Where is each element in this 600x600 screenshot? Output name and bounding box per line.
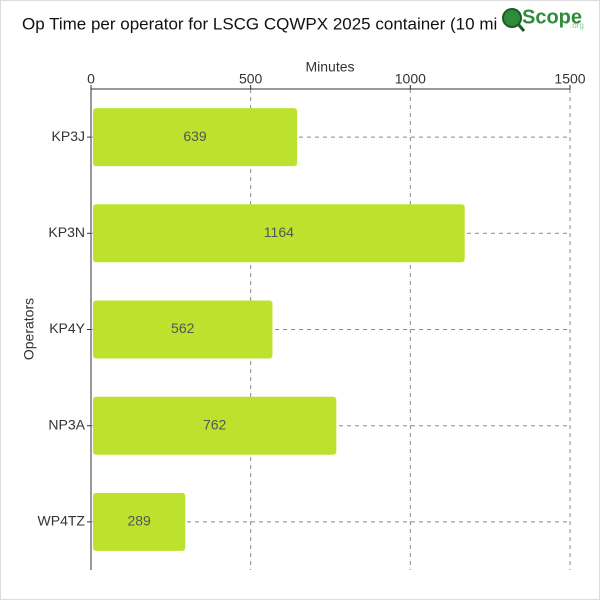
value-label: 562 (171, 320, 195, 336)
value-label: 289 (127, 513, 151, 529)
x-tick-label: 1500 (554, 71, 585, 87)
logo-icon (502, 8, 522, 28)
bar (93, 300, 273, 359)
bar (93, 492, 186, 551)
x-tick-label: 1000 (395, 71, 426, 87)
value-label: 1164 (264, 224, 294, 240)
x-tick-label: 500 (239, 71, 263, 87)
y-tick-label: KP4Y (49, 320, 85, 336)
logo: Scope .org (498, 4, 594, 36)
bar (93, 108, 298, 167)
y-tick-label: NP3A (48, 416, 85, 432)
logo-text: Scope (522, 6, 582, 28)
value-label: 639 (183, 128, 207, 144)
y-tick-label: WP4TZ (38, 513, 86, 529)
bar (93, 204, 465, 263)
y-tick-label: KP3J (52, 128, 85, 144)
y-tick-label: KP3N (48, 224, 85, 240)
logo-icon-handle (516, 23, 526, 32)
x-tick-label: 0 (87, 71, 95, 87)
x-axis-label: Minutes (305, 59, 354, 75)
y-axis-label: Operators (21, 298, 37, 360)
logo-suffix: .org (570, 21, 584, 30)
chart-title: Op Time per operator for LSCG CQWPX 2025… (22, 14, 529, 33)
value-label: 762 (203, 416, 227, 432)
bar (93, 396, 337, 455)
